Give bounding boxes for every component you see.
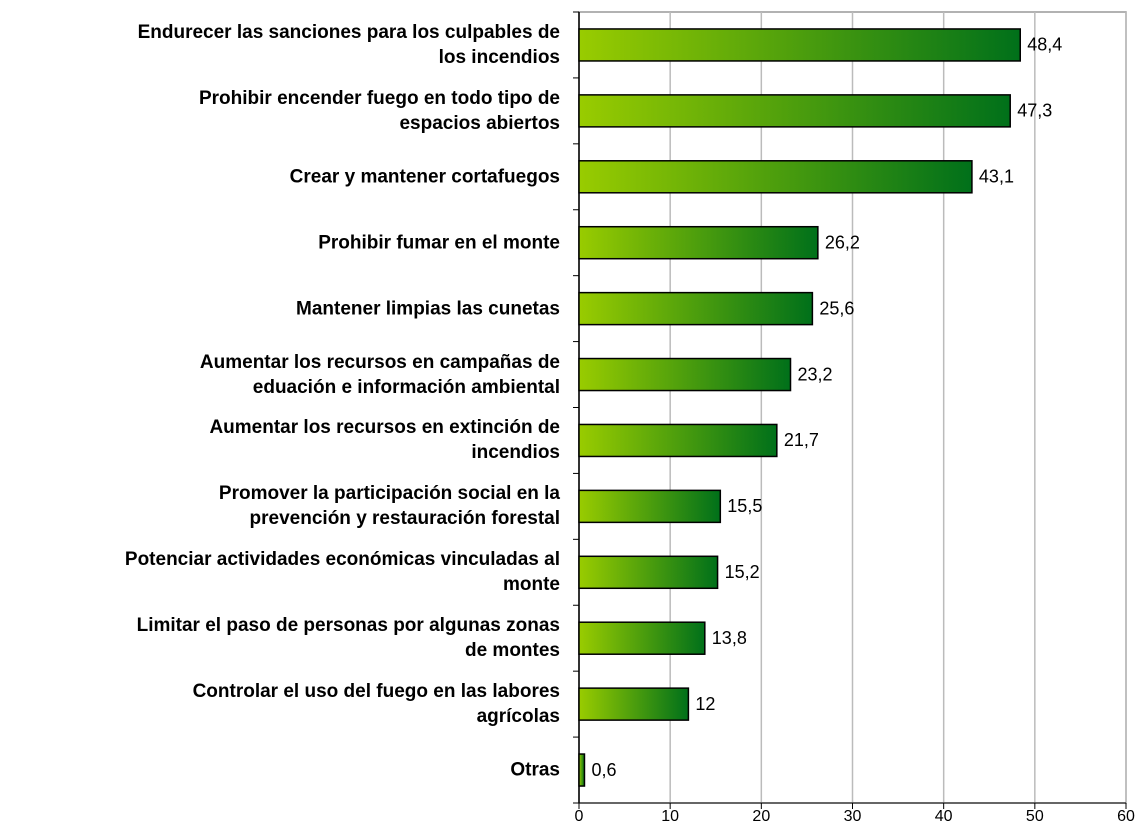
category-label: Promover la participación social en la p… [218, 483, 560, 530]
category-label: Prohibir encender fuego en todo tipo de … [198, 87, 560, 134]
bar [578, 753, 586, 787]
category-label: Potenciar actividades económicas vincula… [124, 549, 560, 596]
value-label: 23,2 [798, 364, 833, 384]
value-label: 15,5 [727, 496, 762, 516]
category-label: Otras [510, 759, 560, 781]
x-tick-label: 30 [844, 808, 862, 825]
category-label: Endurecer las sanciones para los culpabl… [137, 21, 560, 68]
bar [578, 160, 973, 194]
x-tick-label: 40 [935, 808, 953, 825]
category-label: Controlar el uso del fuego en las labore… [192, 681, 560, 728]
bar [578, 291, 814, 326]
category-label: Prohibir fumar en el monte [318, 232, 560, 254]
x-tick-label: 50 [1026, 808, 1044, 825]
bar [578, 687, 690, 721]
x-tick-label: 20 [752, 808, 770, 825]
value-label: 13,8 [712, 628, 747, 648]
value-label: 12 [695, 694, 715, 714]
bar [578, 225, 819, 260]
bar [578, 489, 722, 524]
value-label: 47,3 [1017, 101, 1052, 121]
value-label: 21,7 [784, 430, 819, 450]
value-label: 25,6 [819, 298, 854, 318]
bar [578, 94, 1011, 128]
value-label: 15,2 [725, 562, 760, 582]
bar [578, 357, 792, 392]
x-tick-label: 10 [661, 808, 679, 825]
category-label: Limitar el paso de personas por algunas … [136, 615, 560, 662]
x-tick-label: 60 [1117, 808, 1135, 825]
bar [578, 28, 1021, 62]
value-label: 48,4 [1027, 35, 1062, 55]
bar [578, 423, 778, 458]
category-label: Crear y mantener cortafuegos [289, 166, 560, 188]
category-label: Aumentar los recursos en extinción de in… [209, 417, 560, 464]
bar [578, 621, 706, 655]
bar [578, 555, 719, 590]
value-label: 43,1 [979, 167, 1014, 187]
value-label: 26,2 [825, 232, 860, 252]
x-tick-label: 0 [575, 808, 584, 825]
value-label: 0,6 [591, 760, 616, 780]
category-label: Aumentar los recursos en campañas de edu… [199, 351, 560, 398]
category-label: Mantener limpias las cunetas [296, 298, 560, 320]
